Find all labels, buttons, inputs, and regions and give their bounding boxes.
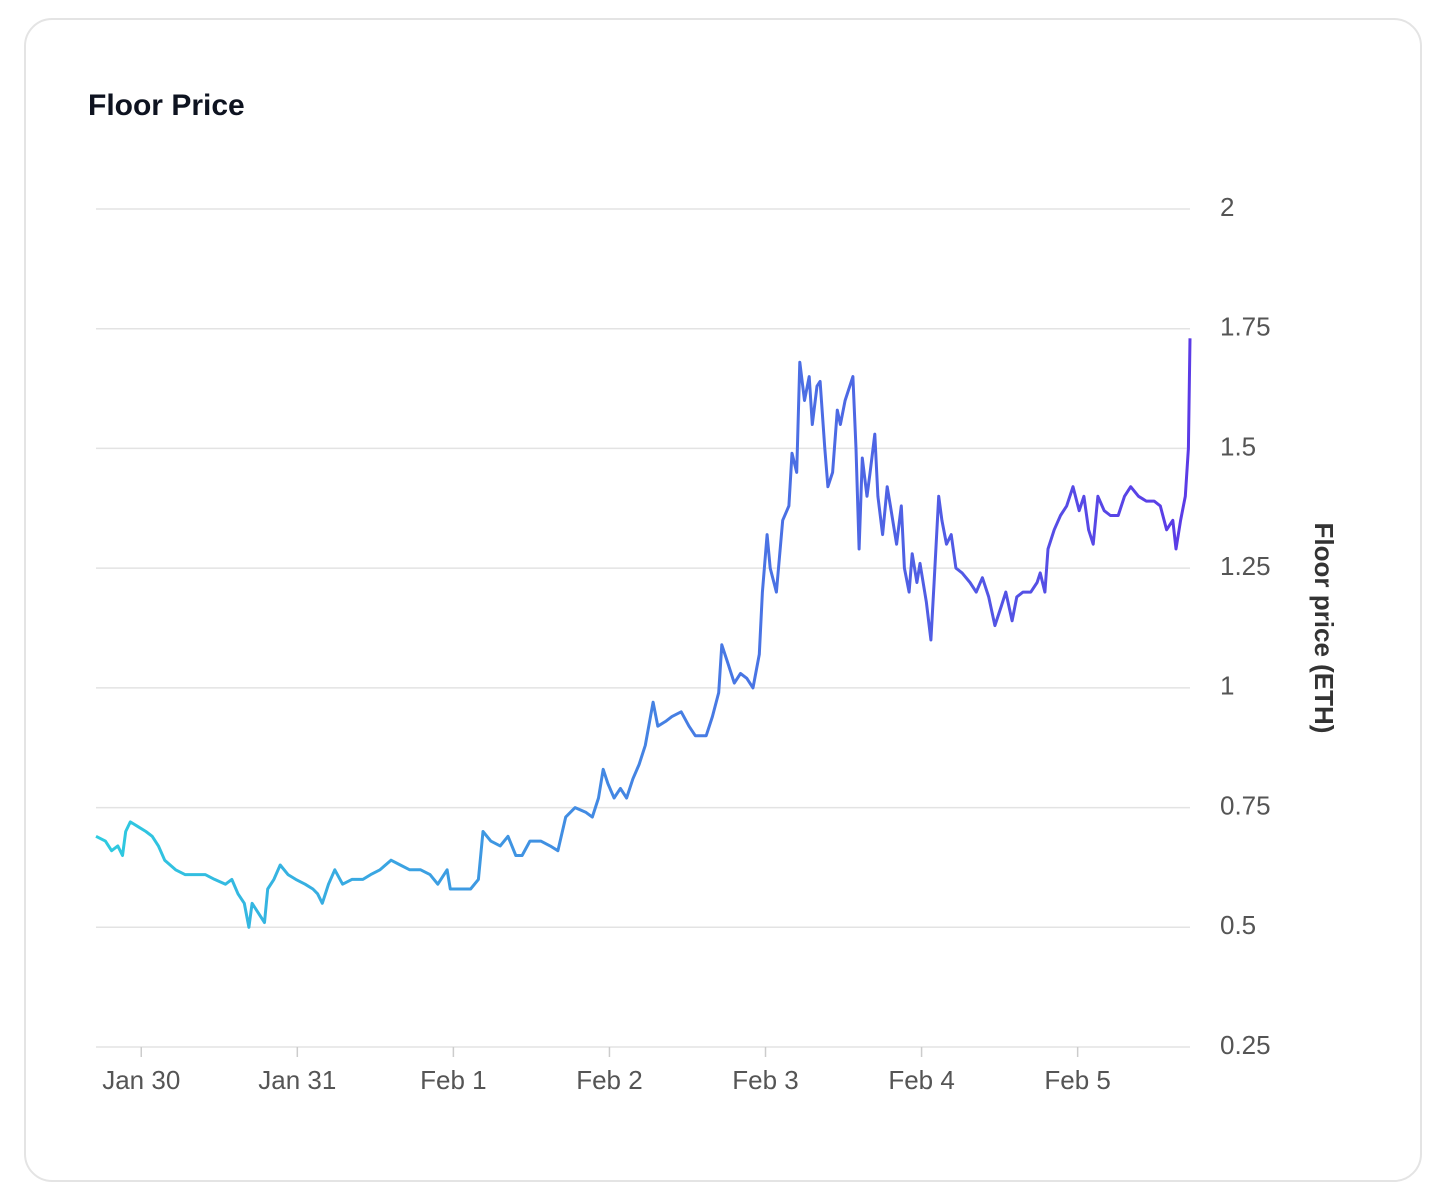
- y-tick-label: 0.75: [1220, 790, 1271, 820]
- x-tick-label: Feb 4: [888, 1065, 955, 1095]
- card: [24, 18, 1422, 1182]
- x-tick-label: Feb 1: [420, 1065, 487, 1095]
- x-tick-label: Jan 31: [258, 1065, 336, 1095]
- price-line: [95, 338, 1192, 929]
- y-tick-label: 0.25: [1220, 1030, 1271, 1060]
- y-tick-label: 0.5: [1220, 910, 1256, 940]
- x-tick-label: Jan 30: [102, 1065, 180, 1095]
- y-tick-label: 1.5: [1220, 431, 1256, 461]
- y-tick-label: 2: [1220, 192, 1234, 222]
- x-tick-label: Feb 3: [732, 1065, 799, 1095]
- chart-title: Floor Price: [88, 89, 245, 122]
- y-tick-label: 1.25: [1220, 551, 1271, 581]
- y-tick-label: 1.75: [1220, 312, 1271, 342]
- y-tick-label: 1: [1220, 671, 1234, 701]
- x-tick-label: Feb 2: [576, 1065, 643, 1095]
- x-tick-label: Feb 5: [1044, 1065, 1111, 1095]
- y-axis-label: Floor price (ETH): [1309, 523, 1339, 734]
